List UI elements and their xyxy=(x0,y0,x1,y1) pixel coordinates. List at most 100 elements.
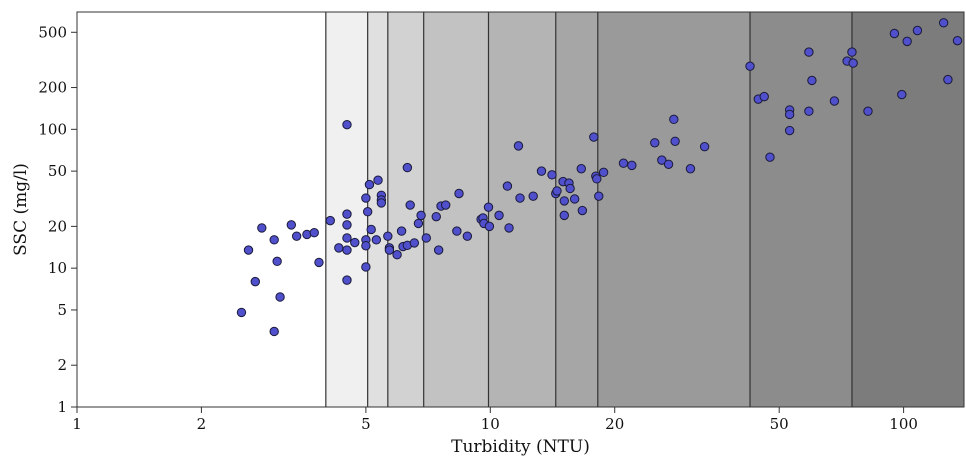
data-point xyxy=(528,191,538,201)
data-point xyxy=(342,245,352,255)
data-point xyxy=(829,96,840,106)
data-point xyxy=(592,174,602,184)
data-point xyxy=(402,162,413,173)
x-tick-label: 1 xyxy=(72,415,82,433)
y-tick-label: 5 xyxy=(57,301,67,319)
data-point xyxy=(452,226,462,236)
data-point xyxy=(952,35,963,46)
x-tick-label: 50 xyxy=(770,415,789,433)
data-point xyxy=(759,91,769,102)
data-point xyxy=(257,223,267,233)
data-point xyxy=(848,58,858,68)
data-point xyxy=(342,209,352,219)
data-point xyxy=(552,186,562,196)
y-tick-label: 10 xyxy=(48,259,67,277)
data-point xyxy=(334,243,344,253)
data-point xyxy=(366,224,376,235)
band-boundaries xyxy=(325,12,853,407)
data-point xyxy=(504,223,514,233)
data-point xyxy=(286,220,297,230)
data-point xyxy=(269,235,279,245)
data-point xyxy=(897,89,907,100)
data-point xyxy=(804,47,814,57)
data-point xyxy=(362,207,373,217)
data-point xyxy=(325,215,335,226)
turbidity-bands xyxy=(325,12,964,407)
data-point xyxy=(577,205,588,216)
data-point xyxy=(559,210,569,221)
data-point xyxy=(373,175,383,185)
data-point xyxy=(309,228,319,238)
data-point xyxy=(364,179,375,190)
data-point xyxy=(275,292,285,302)
turbidity-band xyxy=(597,12,751,407)
x-tick-label: 2 xyxy=(197,415,207,433)
data-point xyxy=(383,231,393,241)
x-tick-label: 10 xyxy=(481,415,500,433)
y-axis-ticks: 1 2 5 10 20 50 100 200 500 xyxy=(38,23,77,416)
data-point xyxy=(483,202,494,212)
data-point xyxy=(502,181,513,191)
data-point xyxy=(376,198,387,208)
data-point xyxy=(784,109,795,120)
y-tick-label: 20 xyxy=(48,217,67,235)
data-point xyxy=(361,262,371,272)
data-point xyxy=(889,28,900,39)
data-point xyxy=(912,25,923,36)
y-tick-label: 200 xyxy=(38,79,67,97)
data-point xyxy=(598,167,609,178)
turbidity-band xyxy=(750,12,852,407)
data-point xyxy=(236,307,247,318)
data-point xyxy=(250,276,260,287)
data-point xyxy=(396,226,407,236)
data-point xyxy=(902,36,912,47)
data-point xyxy=(405,200,415,210)
y-tick-label: 100 xyxy=(38,120,67,138)
data-point xyxy=(392,250,402,260)
data-point xyxy=(513,141,524,151)
turbidity-band xyxy=(367,12,388,407)
data-point xyxy=(938,18,949,28)
y-tick-label: 50 xyxy=(48,162,67,180)
data-point xyxy=(384,245,395,255)
data-point xyxy=(547,170,557,180)
data-point xyxy=(515,193,525,203)
y-tick-label: 2 xyxy=(57,356,67,374)
y-tick-label: 500 xyxy=(38,23,67,41)
turbidity-band xyxy=(488,12,556,407)
data-point xyxy=(745,61,755,71)
data-point xyxy=(409,238,420,248)
x-tick-label: 5 xyxy=(361,415,371,433)
data-point xyxy=(441,200,451,210)
data-point xyxy=(784,125,795,136)
data-point xyxy=(413,218,424,229)
data-point xyxy=(699,141,710,152)
data-point xyxy=(272,256,282,267)
data-point xyxy=(847,47,857,57)
data-point xyxy=(314,257,324,268)
x-tick-label: 20 xyxy=(605,415,624,433)
data-point xyxy=(943,74,953,85)
data-point xyxy=(433,245,444,255)
data-point xyxy=(618,158,629,168)
data-point xyxy=(627,160,637,171)
data-point xyxy=(670,136,680,146)
data-point xyxy=(421,233,431,243)
data-point xyxy=(650,138,660,148)
x-axis-ticks: 1 2 5 10 20 50 100 xyxy=(72,407,918,433)
data-point xyxy=(765,152,775,162)
data-point xyxy=(454,188,464,199)
data-point xyxy=(350,237,360,248)
data-point xyxy=(342,119,352,130)
data-point xyxy=(462,231,473,241)
y-tick-label: 1 xyxy=(57,398,67,416)
data-point xyxy=(807,75,817,86)
x-axis-label: Turbidity (NTU) xyxy=(451,437,590,457)
data-point xyxy=(565,183,575,194)
data-point xyxy=(536,166,547,176)
x-tick-label: 100 xyxy=(889,415,918,433)
plot-frame xyxy=(76,11,965,408)
data-point xyxy=(291,231,302,241)
data-point xyxy=(663,159,674,169)
